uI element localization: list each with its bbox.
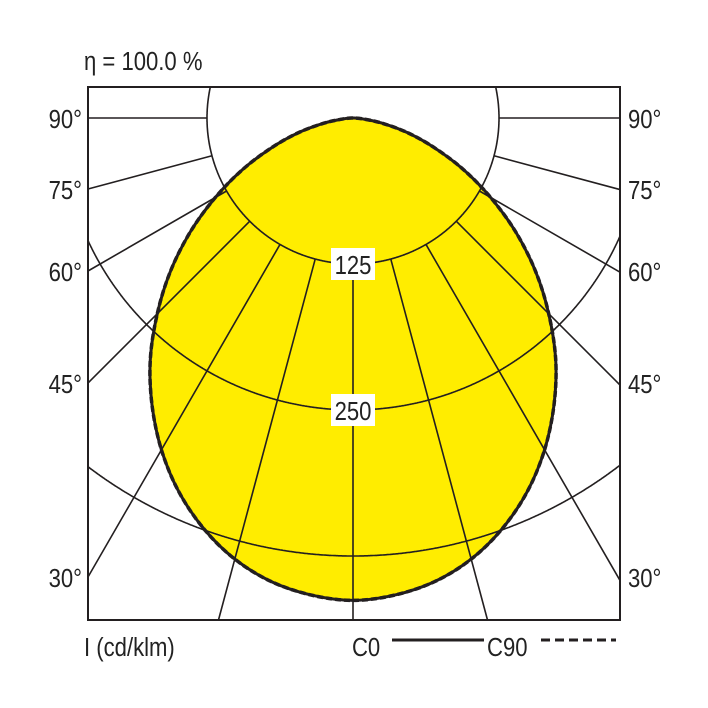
angle-line-60	[479, 190, 621, 273]
angle-line-45	[455, 220, 621, 386]
angle-label-right: 30°	[628, 564, 661, 593]
angle-label-right: 60°	[628, 258, 661, 287]
radial-circle-250	[87, 236, 621, 411]
efficiency-title: η = 100.0 %	[84, 47, 202, 76]
angle-line--60	[87, 190, 227, 272]
radial-label: 125	[335, 251, 372, 280]
radial-circle-375	[87, 464, 621, 557]
unit-label: I (cd/klm)	[84, 633, 175, 662]
angle-label-right: 75°	[628, 176, 661, 205]
radial-label-box	[331, 394, 375, 426]
plot-frame	[87, 86, 621, 621]
curve-c0	[148, 116, 558, 602]
angle-label-left: 45°	[49, 370, 82, 399]
radial-circle-125	[206, 86, 500, 265]
angle-line--45	[87, 220, 251, 384]
angle-line--30	[87, 244, 281, 578]
radial-label-box	[331, 248, 375, 280]
polar-grid	[87, 86, 621, 621]
angle-line-75	[493, 155, 621, 191]
angle-label-left: 75°	[49, 176, 82, 205]
angle-label-left: 90°	[49, 105, 82, 134]
legend-c0-label: C0	[352, 633, 380, 662]
angle-label-right: 90°	[628, 105, 661, 134]
angle-label-left: 60°	[49, 258, 82, 287]
angle-label-right: 45°	[628, 370, 661, 399]
angle-line--75	[87, 155, 213, 190]
radial-label: 250	[335, 397, 372, 426]
angle-label-left: 30°	[49, 564, 82, 593]
angle-line-30	[425, 244, 621, 581]
plot-area	[87, 86, 621, 621]
legend-c90-label: C90	[487, 633, 528, 662]
